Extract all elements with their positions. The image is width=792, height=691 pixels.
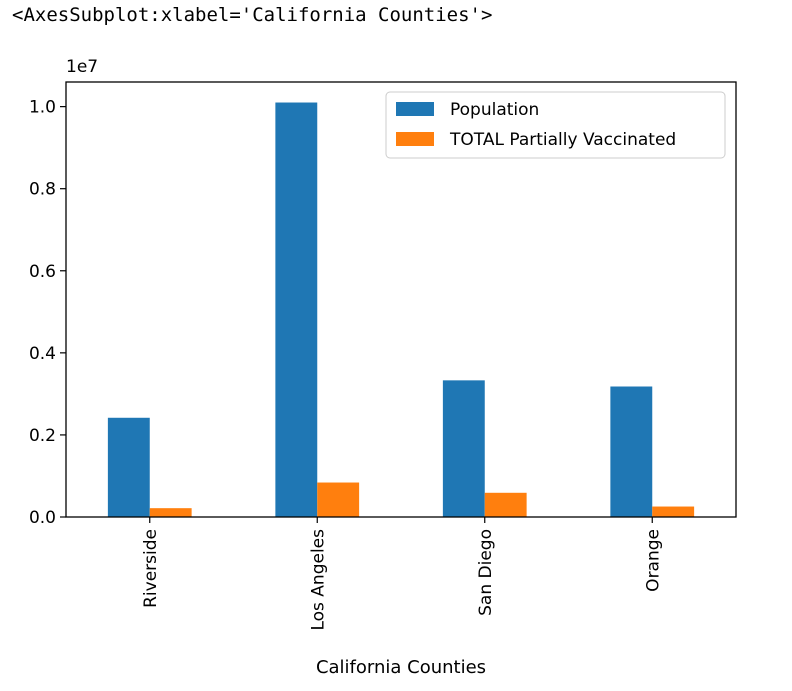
x-axis-label: California Counties	[316, 657, 486, 678]
bar-population-orange	[610, 386, 653, 517]
x-tick-label: Los Angeles	[308, 529, 328, 631]
y-tick-label: 0.4	[29, 344, 56, 364]
legend: Population TOTAL Partially Vaccinated	[385, 91, 726, 159]
y-scale-note: 1e7	[66, 57, 98, 77]
bar-population-los-angeles	[275, 102, 318, 518]
plot-frame	[65, 81, 737, 518]
x-tick-label: San Diego	[476, 529, 496, 616]
bar-total-partially-vaccinated-san-diego	[484, 492, 527, 517]
legend-label: Population	[450, 100, 539, 120]
bar-population-riverside	[107, 417, 150, 517]
y-tick-label: 0.2	[29, 426, 56, 446]
y-tick-label: 0.6	[29, 262, 56, 282]
x-tick-label: Riverside	[141, 529, 161, 608]
bar-total-partially-vaccinated-los-angeles	[317, 482, 360, 517]
bar-total-partially-vaccinated-riverside	[149, 508, 192, 517]
legend-swatch	[396, 132, 434, 146]
legend-box	[385, 91, 726, 159]
bar-population-san-diego	[442, 380, 485, 517]
bar-total-partially-vaccinated-orange	[652, 506, 695, 517]
x-axis: Riverside Los Angeles San Diego Orange	[141, 517, 663, 631]
legend-label: TOTAL Partially Vaccinated	[449, 130, 676, 150]
y-tick-label: 1.0	[29, 98, 56, 118]
y-tick-label: 0.8	[29, 180, 56, 200]
x-tick-label: Orange	[643, 529, 663, 592]
legend-swatch	[396, 102, 434, 116]
bars-group	[107, 102, 695, 518]
y-tick-label: 0.0	[29, 508, 56, 528]
y-axis: 0.0 0.2 0.4 0.6 0.8 1.0	[29, 98, 66, 528]
axes-repr-output: <AxesSubplot:xlabel='California Counties…	[12, 4, 493, 26]
